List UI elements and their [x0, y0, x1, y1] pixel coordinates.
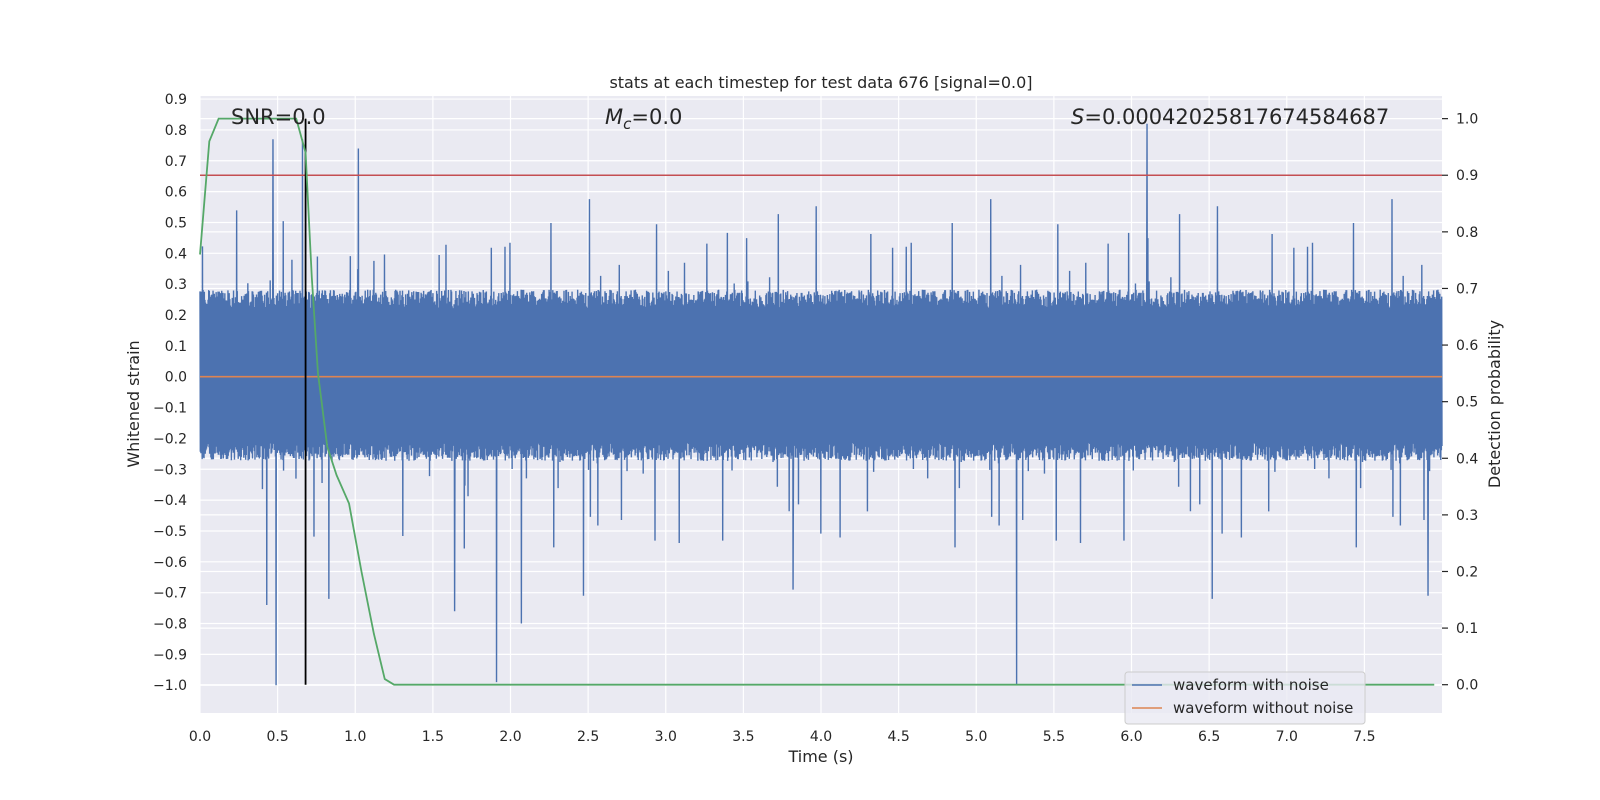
x-tick-label: 0.5 — [266, 729, 288, 745]
mc-value: =0.0 — [631, 105, 682, 129]
y-tick-label: −1.0 — [153, 678, 187, 694]
y2-tick-label: 0.3 — [1456, 508, 1478, 524]
mc-subscript: c — [623, 115, 632, 133]
y-tick-label: −0.7 — [153, 586, 187, 602]
y-tick-label: 0.4 — [165, 246, 187, 262]
x-axis-label: Time (s) — [787, 747, 853, 766]
legend: waveform with noise waveform without noi… — [1124, 671, 1366, 725]
waveform-with-noise-line — [199, 123, 1443, 686]
y2-axis-ticks: 1.0 0.9 0.8 0.7 0.6 0.5 0.4 0.3 0.2 0.1 0.0 — [1442, 112, 1478, 694]
y2-tick-label: 0.9 — [1456, 168, 1478, 184]
mc-symbol: M — [605, 105, 623, 129]
y-tick-label: −0.1 — [153, 401, 187, 417]
s-value: =0.00042025817674584687 — [1084, 105, 1389, 129]
x-tick-label: 5.0 — [965, 729, 987, 745]
chart-title: stats at each timestep for test data 676… — [609, 73, 1032, 92]
y-tick-label: −0.9 — [153, 647, 187, 663]
y2-tick-label: 0.4 — [1456, 451, 1478, 467]
x-tick-label: 2.0 — [499, 729, 521, 745]
y2-tick-label: 0.2 — [1456, 564, 1478, 580]
y-tick-label: 0.5 — [165, 215, 187, 231]
y2-tick-label: 0.0 — [1456, 678, 1478, 694]
x-tick-label: 6.0 — [1120, 729, 1142, 745]
s-symbol: S — [1071, 105, 1084, 129]
y-tick-label: 0.0 — [165, 370, 187, 386]
y2-tick-label: 0.1 — [1456, 621, 1478, 637]
legend-label-waveform-without-noise: waveform without noise — [1173, 699, 1353, 717]
y-tick-label: 0.8 — [165, 123, 187, 139]
s-annotation: S=0.00042025817674584687 — [1071, 105, 1389, 129]
y2-tick-label: 0.5 — [1456, 395, 1478, 411]
legend-box — [1124, 671, 1366, 725]
x-tick-label: 0.0 — [189, 729, 211, 745]
y2-tick-label: 0.6 — [1456, 338, 1478, 354]
y-tick-label: 0.2 — [165, 308, 187, 324]
y2-tick-label: 1.0 — [1456, 112, 1478, 128]
x-tick-label: 5.5 — [1043, 729, 1065, 745]
y-tick-label: 0.7 — [165, 154, 187, 170]
x-tick-label: 1.5 — [422, 729, 444, 745]
x-tick-label: 7.5 — [1353, 729, 1375, 745]
y-tick-label: −0.5 — [153, 524, 187, 540]
x-tick-label: 4.0 — [810, 729, 832, 745]
y2-tick-label: 0.8 — [1456, 225, 1478, 241]
x-tick-label: 3.0 — [655, 729, 677, 745]
y2-tick-label: 0.7 — [1456, 281, 1478, 297]
legend-label-waveform-with-noise: waveform with noise — [1173, 676, 1329, 694]
x-tick-label: 6.5 — [1198, 729, 1220, 745]
y-axis-label: Whitened strain — [124, 340, 143, 467]
series-waveform-with-noise — [199, 123, 1443, 686]
y-tick-label: 0.6 — [165, 185, 187, 201]
detection-probability-line — [199, 117, 1435, 686]
y-axis-ticks: 0.9 0.8 0.7 0.6 0.5 0.4 0.3 0.2 0.1 0.0 −0.1 −0.2 −0… — [153, 92, 187, 694]
y-tick-label: −0.4 — [153, 493, 187, 509]
x-tick-label: 7.0 — [1276, 729, 1298, 745]
y-tick-label: 0.1 — [165, 339, 187, 355]
y-tick-label: −0.6 — [153, 555, 187, 571]
y-tick-label: 0.9 — [165, 92, 187, 108]
x-tick-label: 2.5 — [577, 729, 599, 745]
y-tick-label: −0.3 — [153, 462, 187, 478]
x-tick-label: 3.5 — [732, 729, 754, 745]
x-axis-ticks: 0.0 0.5 1.0 1.5 2.0 2.5 3.0 3.5 4.0 4.5 5.0 5.5 6.0 6… — [189, 729, 1376, 745]
snr-annotation: SNR=0.0 — [231, 105, 326, 129]
y-tick-label: 0.3 — [165, 277, 187, 293]
series-detection-probability — [199, 117, 1435, 686]
y-tick-label: −0.2 — [153, 431, 187, 447]
y-tick-label: −0.8 — [153, 617, 187, 633]
x-tick-label: 4.5 — [887, 729, 909, 745]
y2-axis-label: Detection probability — [1485, 320, 1504, 488]
x-tick-label: 1.0 — [344, 729, 366, 745]
mc-annotation: Mc=0.0 — [605, 105, 682, 133]
